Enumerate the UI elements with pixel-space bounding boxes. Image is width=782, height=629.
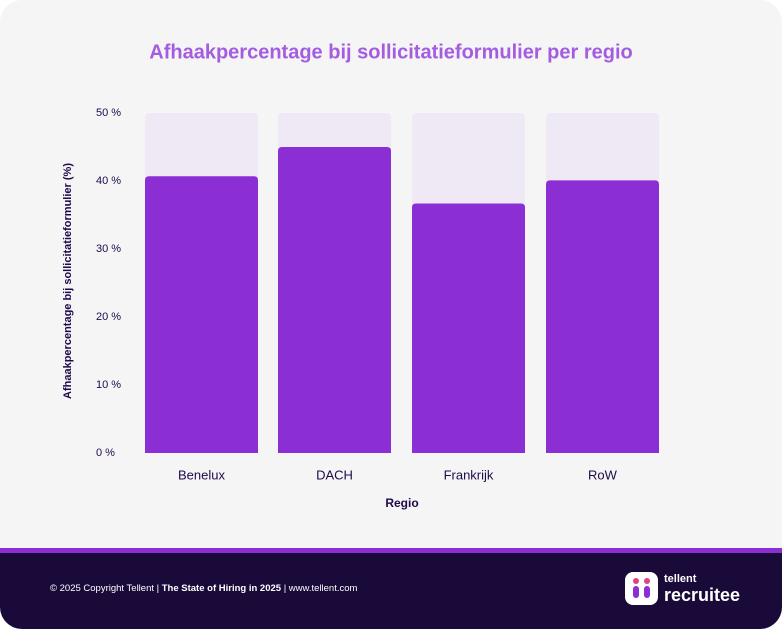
brand-small: tellent: [664, 573, 697, 585]
bar: [546, 180, 659, 453]
logo-bar: [633, 586, 639, 598]
copyright: © 2025 Copyright Tellent |: [50, 583, 162, 594]
report-name: The State of Hiring in 2025: [162, 583, 282, 594]
y-tick-label: 50 %: [96, 107, 121, 119]
x-tick-label: RoW: [588, 467, 618, 482]
logo-bar: [644, 586, 650, 598]
y-tick-label: 10 %: [96, 379, 121, 391]
x-axis-label: Regio: [385, 496, 418, 510]
footer-text: © 2025 Copyright Tellent | The State of …: [50, 583, 358, 594]
chart-title: Afhaakpercentage bij sollicitatieformuli…: [149, 41, 632, 63]
y-tick-label: 20 %: [96, 311, 121, 323]
brand-large: recruitee: [664, 585, 740, 605]
x-tick-label: DACH: [316, 467, 353, 482]
y-tick-label: 0 %: [96, 447, 115, 459]
logo-icon: [625, 572, 658, 605]
bar: [145, 176, 258, 454]
logo-dot: [644, 578, 650, 584]
x-tick-label: Frankrijk: [444, 467, 494, 482]
y-tick-label: 30 %: [96, 243, 121, 255]
footer-stripe: [0, 548, 782, 553]
y-axis-label: Afhaakpercentage bij sollicitatieformuli…: [62, 163, 74, 399]
logo-dot: [633, 578, 639, 584]
bar: [412, 203, 525, 453]
y-tick-label: 40 %: [96, 175, 121, 187]
bar: [278, 147, 391, 453]
x-tick-label: Benelux: [178, 467, 225, 482]
website: | www.tellent.com: [281, 583, 357, 594]
